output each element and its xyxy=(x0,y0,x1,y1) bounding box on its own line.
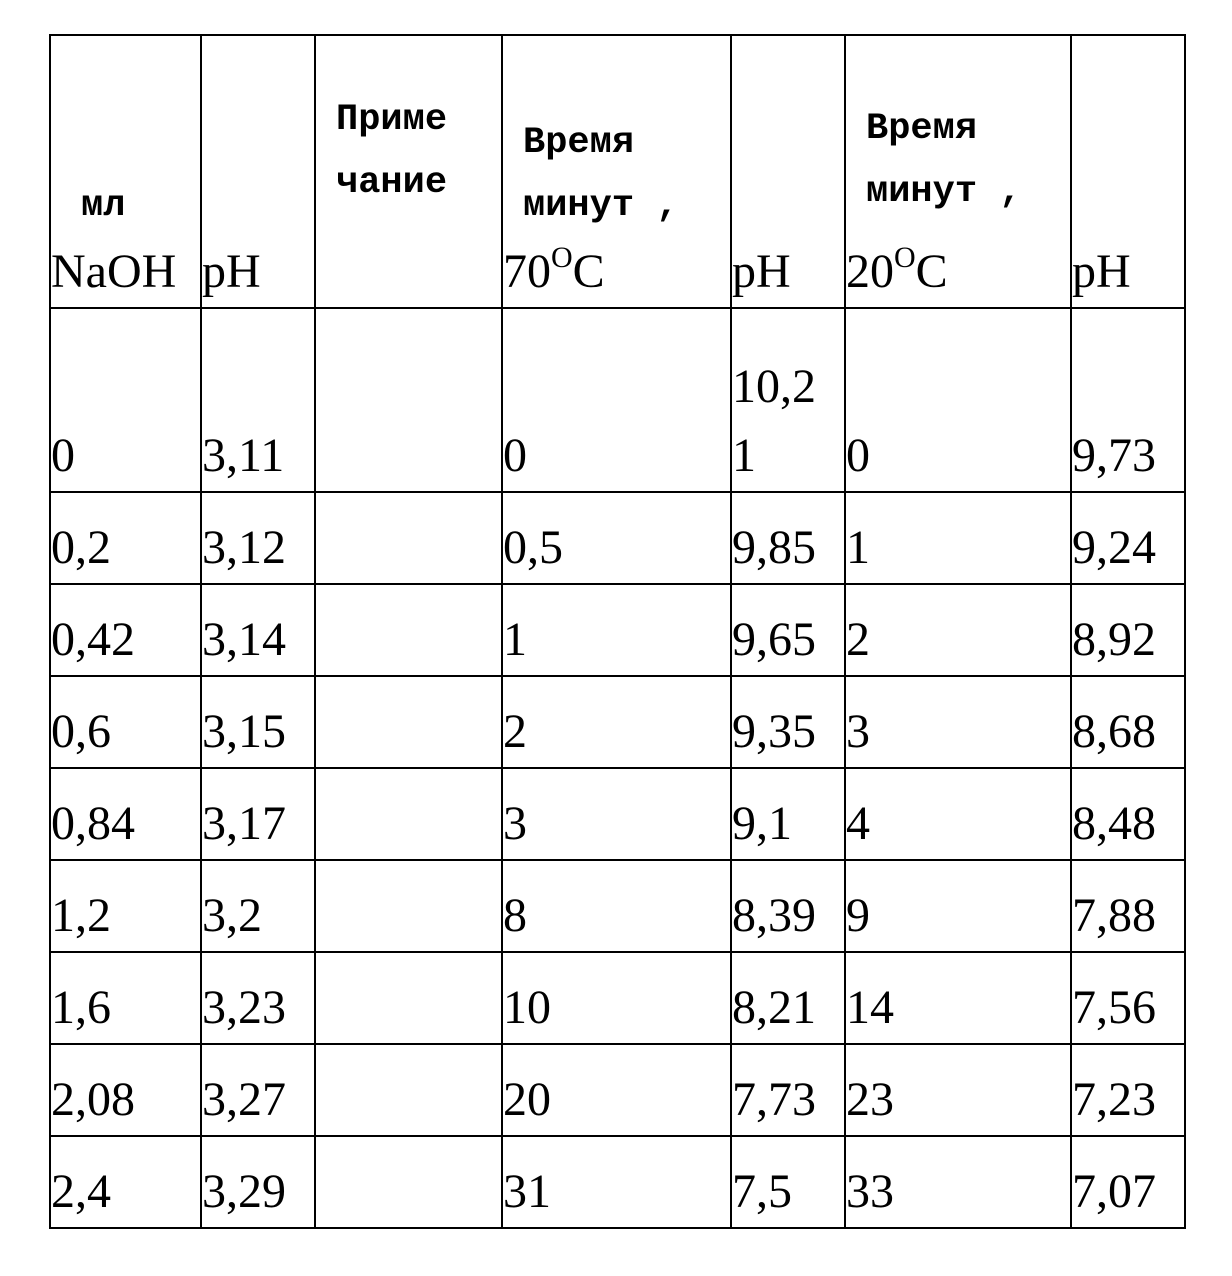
cell-ph-1: 3,12 xyxy=(201,492,315,584)
cell-ph-1: 3,14 xyxy=(201,584,315,676)
cell-note xyxy=(315,308,502,492)
cell-time-70: 8 xyxy=(502,860,731,952)
cell-ph-1: 3,23 xyxy=(201,952,315,1044)
cell-naoh: 0,84 xyxy=(50,768,201,860)
table-row: 0 3,11 0 10,2 1 0 9,73 xyxy=(50,308,1185,492)
header-time-20-line1: Время xyxy=(846,98,1070,161)
cell-ph-2: 8,21 xyxy=(731,952,845,1044)
cell-ph-1: 3,27 xyxy=(201,1044,315,1136)
cell-ph-2: 10,2 1 xyxy=(731,308,845,492)
cell-note xyxy=(315,952,502,1044)
cell-note xyxy=(315,676,502,768)
cell-ph-2: 7,5 xyxy=(731,1136,845,1228)
header-naoh-unit: мл xyxy=(51,175,200,238)
header-time-20-line2: минут , xyxy=(846,161,1070,224)
cell-note xyxy=(315,1136,502,1228)
cell-ph-3: 9,73 xyxy=(1071,308,1185,492)
table-row: 1,6 3,23 10 8,21 14 7,56 xyxy=(50,952,1185,1044)
header-ph-1-label: pH xyxy=(202,245,261,298)
cell-naoh: 2,08 xyxy=(50,1044,201,1136)
header-naoh: мл NaOH xyxy=(50,35,201,308)
cell-ph-1: 3,2 xyxy=(201,860,315,952)
cell-time-70: 0,5 xyxy=(502,492,731,584)
cell-ph-3: 7,23 xyxy=(1071,1044,1185,1136)
cell-ph-1: 3,17 xyxy=(201,768,315,860)
cell-naoh: 0,2 xyxy=(50,492,201,584)
degree-mark: O xyxy=(894,241,916,274)
table-row: 0,6 3,15 2 9,35 3 8,68 xyxy=(50,676,1185,768)
cell-ph-3: 7,88 xyxy=(1071,860,1185,952)
header-note-line2: чание xyxy=(316,152,501,215)
cell-ph-2: 7,73 xyxy=(731,1044,845,1136)
cell-naoh: 0,6 xyxy=(50,676,201,768)
table-row: 1,2 3,2 8 8,39 9 7,88 xyxy=(50,860,1185,952)
cell-time-20: 23 xyxy=(845,1044,1071,1136)
header-time-20: Время минут , 20OC xyxy=(845,35,1071,308)
cell-time-70: 3 xyxy=(502,768,731,860)
header-ph-1: pH xyxy=(201,35,315,308)
header-row: мл NaOH pH Приме чание Время минут , 70O… xyxy=(50,35,1185,308)
cell-time-20: 1 xyxy=(845,492,1071,584)
cell-time-20: 2 xyxy=(845,584,1071,676)
header-ph-2: pH xyxy=(731,35,845,308)
header-ph-3-label: pH xyxy=(1072,245,1131,298)
cell-ph-1: 3,29 xyxy=(201,1136,315,1228)
cell-ph-3: 8,92 xyxy=(1071,584,1185,676)
cell-note xyxy=(315,492,502,584)
header-note-line1: Приме xyxy=(316,89,501,152)
data-table: мл NaOH pH Приме чание Время минут , 70O… xyxy=(49,34,1186,1229)
cell-naoh: 1,6 xyxy=(50,952,201,1044)
cell-ph-3: 7,56 xyxy=(1071,952,1185,1044)
header-time-70-line1: Время xyxy=(503,112,730,175)
cell-time-70: 1 xyxy=(502,584,731,676)
cell-naoh: 2,4 xyxy=(50,1136,201,1228)
cell-ph-2-part1: 10,2 xyxy=(732,352,844,422)
header-time-70: Время минут , 70OC xyxy=(502,35,731,308)
cell-time-70: 31 xyxy=(502,1136,731,1228)
table-row: 0,84 3,17 3 9,1 4 8,48 xyxy=(50,768,1185,860)
cell-ph-3: 8,48 xyxy=(1071,768,1185,860)
cell-ph-2: 9,65 xyxy=(731,584,845,676)
header-ph-3: pH xyxy=(1071,35,1185,308)
cell-time-20: 3 xyxy=(845,676,1071,768)
cell-ph-2: 9,35 xyxy=(731,676,845,768)
cell-time-70: 2 xyxy=(502,676,731,768)
cell-time-70: 0 xyxy=(502,308,731,492)
cell-time-70: 10 xyxy=(502,952,731,1044)
cell-naoh: 1,2 xyxy=(50,860,201,952)
table-row: 0,2 3,12 0,5 9,85 1 9,24 xyxy=(50,492,1185,584)
cell-time-70: 20 xyxy=(502,1044,731,1136)
cell-note xyxy=(315,1044,502,1136)
header-time-70-line2: минут , xyxy=(503,175,730,238)
cell-ph-2: 8,39 xyxy=(731,860,845,952)
header-time-70-temp: 70OC xyxy=(503,237,730,307)
cell-ph-2-part2: 1 xyxy=(732,421,844,491)
cell-time-20: 14 xyxy=(845,952,1071,1044)
cell-time-20: 9 xyxy=(845,860,1071,952)
cell-ph-1: 3,11 xyxy=(201,308,315,492)
cell-time-20: 33 xyxy=(845,1136,1071,1228)
cell-note xyxy=(315,768,502,860)
cell-naoh: 0,42 xyxy=(50,584,201,676)
header-note: Приме чание xyxy=(315,35,502,308)
header-ph-2-label: pH xyxy=(732,245,791,298)
degree-mark: O xyxy=(551,241,573,274)
header-time-20-temp: 20OC xyxy=(846,237,1070,307)
cell-ph-1: 3,15 xyxy=(201,676,315,768)
cell-note xyxy=(315,584,502,676)
cell-note xyxy=(315,860,502,952)
cell-ph-3: 8,68 xyxy=(1071,676,1185,768)
table-row: 2,08 3,27 20 7,73 23 7,23 xyxy=(50,1044,1185,1136)
cell-ph-2: 9,85 xyxy=(731,492,845,584)
cell-time-20: 4 xyxy=(845,768,1071,860)
cell-ph-3: 9,24 xyxy=(1071,492,1185,584)
cell-ph-3: 7,07 xyxy=(1071,1136,1185,1228)
cell-ph-2: 9,1 xyxy=(731,768,845,860)
table-row: 2,4 3,29 31 7,5 33 7,07 xyxy=(50,1136,1185,1228)
header-naoh-label: NaOH xyxy=(51,237,200,307)
table-row: 0,42 3,14 1 9,65 2 8,92 xyxy=(50,584,1185,676)
cell-time-20: 0 xyxy=(845,308,1071,492)
cell-naoh: 0 xyxy=(50,308,201,492)
